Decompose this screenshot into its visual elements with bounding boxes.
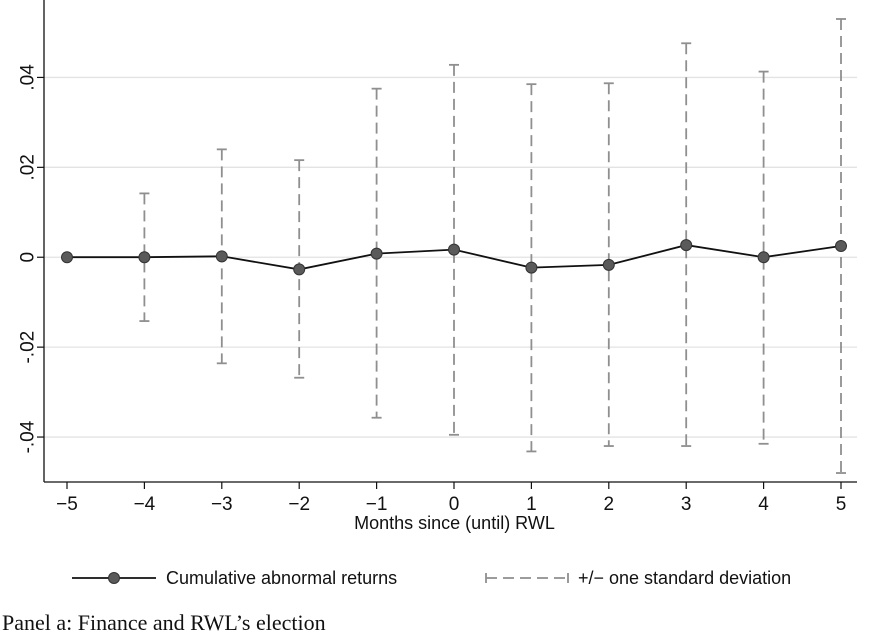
car-point	[138, 251, 151, 264]
legend-label-car: Cumulative abnormal returns	[166, 568, 397, 588]
car-point	[61, 251, 73, 264]
x-tick-label: 0	[449, 494, 460, 515]
std-dev-range-bars	[139, 18, 846, 474]
x-tick-label: 1	[526, 494, 537, 515]
y-tick-label: 0	[18, 252, 39, 263]
x-tick-label: 4	[758, 494, 769, 515]
car-point	[293, 263, 306, 276]
y-tick-label: .02	[18, 154, 39, 180]
car-point	[215, 250, 228, 263]
car-point	[757, 251, 770, 264]
legend-label-std: +/− one standard deviation	[578, 568, 791, 588]
x-tick-label: −4	[134, 494, 156, 515]
car-series	[61, 239, 847, 276]
car-point	[835, 240, 847, 252]
x-axis-title: Months since (until) RWL	[354, 513, 555, 533]
x-tick-label: −3	[211, 494, 233, 515]
cumulative-abnormal-returns-chart: -.04 -.02 0 .02 .04 −5 −4 −3 −2 −1 0 1 2 3 4 5 Months s…	[18, 0, 857, 588]
legend: Cumulative abnormal returns +/− one stan…	[72, 568, 791, 588]
car-point	[370, 247, 383, 260]
car-point	[680, 239, 693, 252]
y-tick-label: .04	[18, 64, 39, 91]
x-tick-label: −5	[56, 494, 78, 515]
axes	[37, 0, 857, 489]
legend-marker-swatch	[108, 572, 120, 584]
car-point	[602, 258, 615, 271]
x-tick-label: −1	[366, 494, 388, 515]
y-tick-label: -.02	[18, 331, 39, 364]
x-tick-label: −2	[288, 494, 310, 515]
car-point	[525, 261, 538, 274]
x-tick-label: 2	[604, 494, 615, 515]
tick-labels: -.04 -.02 0 .02 .04 −5 −4 −3 −2 −1 0 1 2 3 4 5	[18, 64, 847, 515]
car-point	[448, 243, 460, 256]
x-tick-label: 3	[681, 494, 692, 515]
y-tick-label: -.04	[18, 420, 39, 453]
figure-caption: Panel a: Finance and RWL’s election	[2, 610, 326, 635]
x-tick-label: 5	[836, 494, 847, 515]
